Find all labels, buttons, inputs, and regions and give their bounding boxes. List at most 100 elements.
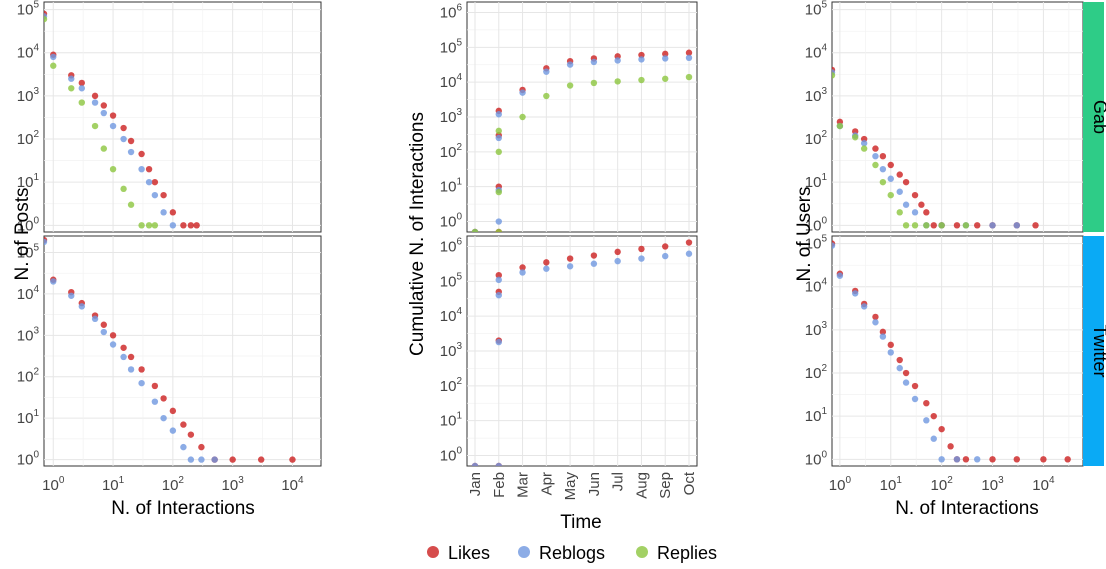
point-likes [495,271,502,279]
point-replies [938,222,945,229]
point-replies [662,75,669,82]
point-likes [160,395,167,402]
point-likes [289,456,296,463]
point-replies [887,191,894,199]
series-reblogs [471,250,693,466]
point-likes [187,222,195,229]
y-tick-label: 100 [17,450,40,469]
point-reblogs [638,56,645,63]
point-likes [120,344,127,351]
point-reblogs [566,61,574,68]
point-reblogs [938,456,945,463]
point-reblogs [923,417,930,424]
point-reblogs [109,341,117,348]
x-tick-label: Feb [491,472,508,498]
x-tick-label: 103 [981,475,1004,494]
point-replies [127,201,135,208]
point-reblogs [519,269,526,276]
point-likes [100,102,108,109]
legend-key-likes [427,546,439,558]
x-tick-label: Sep [657,472,674,499]
point-reblogs [953,456,961,463]
point-replies [120,185,127,193]
point-likes [193,222,200,229]
point-reblogs [495,462,502,466]
point-likes [590,252,598,259]
point-reblogs [68,75,75,82]
y-tick-label: 104 [17,284,40,303]
point-replies [896,209,903,216]
point-reblogs [872,319,879,326]
point-likes [138,366,145,373]
x-tick-label: Apr [538,472,555,495]
point-likes [257,456,265,463]
point-likes [930,222,937,229]
y-tick-label: 102 [805,129,828,148]
point-likes [180,222,187,229]
point-reblogs [879,165,887,173]
points [44,236,296,463]
point-reblogs [50,53,57,61]
panel-frame [43,235,322,467]
points [471,49,693,232]
point-replies [78,99,85,106]
point-reblogs [860,140,868,147]
series-reblogs [44,238,218,463]
point-reblogs [127,366,135,373]
point-replies [138,222,145,229]
series-replies [832,72,970,229]
point-likes [896,356,903,364]
y-tick-label: 103 [17,325,40,344]
y-tick-label: 102 [440,376,463,395]
point-reblogs [138,379,145,387]
point-likes [685,239,693,246]
x-tick-label: 102 [931,475,954,494]
point-reblogs [590,260,598,267]
x-tick-label: 104 [1032,475,1055,494]
x-tick-label: 102 [162,475,185,494]
point-likes [91,92,99,100]
x-tick-label: Jan [467,472,484,496]
y-tick-label: 105 [440,37,463,56]
x-tick-label: 101 [102,475,125,494]
points [832,240,1071,463]
point-replies [91,122,99,130]
panel-frame [831,1,1084,233]
point-replies [50,62,57,69]
point-likes [962,456,970,463]
point-likes [120,124,127,132]
series-reblogs [44,13,177,229]
point-reblogs [887,349,894,356]
point-likes [127,353,135,361]
point-replies [638,76,645,84]
y-tick-label: 101 [805,406,828,425]
point-likes [169,209,177,216]
point-reblogs [495,291,502,299]
strip-gab-label: Gab [1090,100,1106,134]
point-reblogs [543,265,550,272]
x-tick-label: Aug [633,472,650,499]
point-reblogs [109,122,117,130]
point-reblogs [100,109,108,117]
point-reblogs [127,148,135,156]
left-y-label: N. of Posts [12,188,33,281]
point-reblogs [495,276,502,284]
point-reblogs [160,209,167,216]
y-tick-label: 102 [17,367,40,386]
point-replies [836,122,844,130]
point-likes [911,382,919,390]
point-replies [471,228,479,232]
mid-x-label: Time [560,512,602,533]
point-replies [100,145,108,152]
x-tick-label: 103 [222,475,245,494]
y-tick-label: 104 [805,43,828,62]
point-likes [872,313,879,321]
point-likes [887,161,894,169]
point-reblogs [685,54,693,62]
point-reblogs [896,364,903,372]
point-likes [169,407,177,415]
point-likes [887,341,894,349]
x-tick-label: Oct [681,471,698,495]
legend-label-replies: Replies [657,543,717,563]
